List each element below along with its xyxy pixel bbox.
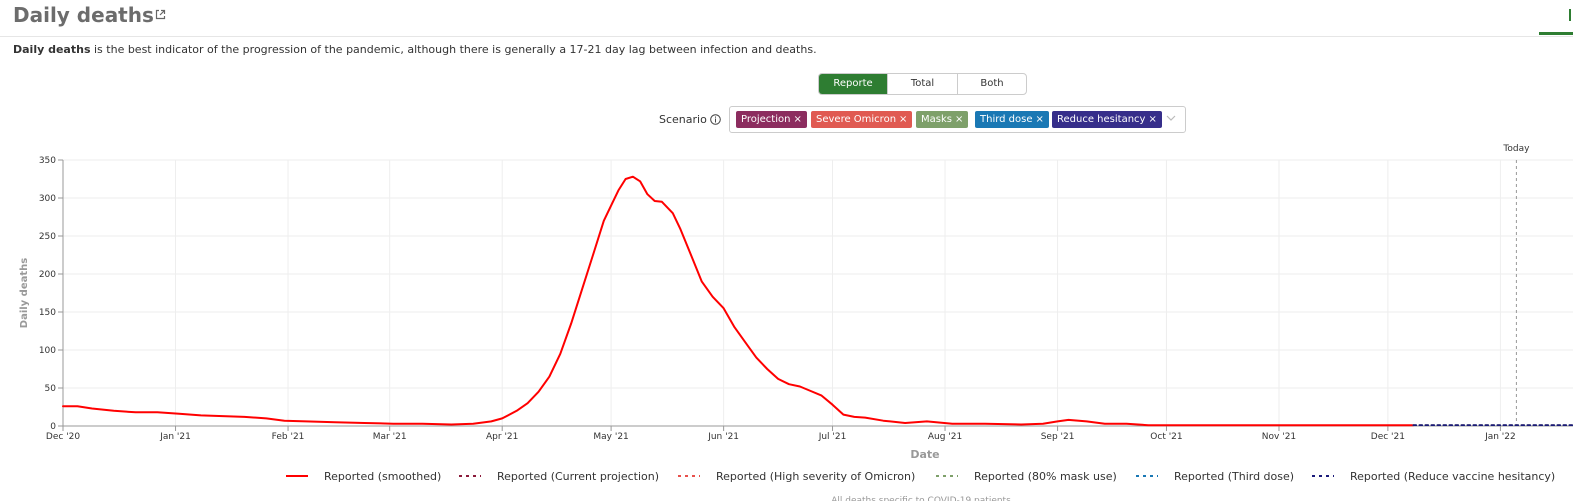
- toggle-both[interactable]: Both: [957, 74, 1026, 94]
- toggle-total[interactable]: Total: [887, 74, 957, 94]
- toggle-reported[interactable]: Reporte: [819, 74, 887, 94]
- x-tick-label: Aug '21: [928, 432, 962, 442]
- x-tick-label: Apr '21: [486, 432, 518, 442]
- scenario-select[interactable]: Projection × Severe Omicron × Masks × Third…: [729, 106, 1186, 133]
- legend-label: Reported (80% mask use): [974, 470, 1117, 483]
- external-link-icon[interactable]: [155, 9, 166, 20]
- legend-label: Reported (Third dose): [1174, 470, 1294, 483]
- x-tick-label: Sep '21: [1041, 432, 1075, 442]
- series-line-0: [62, 175, 1415, 427]
- section-header: Daily deaths: [0, 0, 1573, 37]
- active-tab-underline: [1539, 32, 1573, 35]
- x-tick-label: Jan '22: [1484, 432, 1516, 442]
- tab-indicator-glyph[interactable]: [1569, 9, 1571, 21]
- x-tick-label: May '21: [593, 432, 628, 442]
- y-axis-label: Daily deaths: [19, 258, 30, 328]
- y-tick-label: 200: [39, 270, 56, 280]
- x-tick-label: Feb '21: [272, 432, 305, 442]
- legend-label: Reported (Current projection): [497, 470, 659, 483]
- y-tick-label: 50: [45, 384, 57, 394]
- x-tick-label: Jan '21: [159, 432, 191, 442]
- page-title: Daily deaths: [13, 3, 154, 27]
- x-tick-label: Jul '21: [818, 432, 847, 442]
- description-text: is the best indicator of the progression…: [90, 43, 817, 56]
- x-tick-label: Dec '20: [46, 432, 80, 442]
- y-tick-label: 250: [39, 232, 56, 242]
- x-tick-label: Mar '21: [373, 432, 407, 442]
- remove-icon[interactable]: ×: [1148, 114, 1157, 125]
- y-tick-label: 150: [39, 308, 56, 318]
- remove-icon[interactable]: ×: [793, 114, 802, 125]
- chevron-down-icon[interactable]: [1166, 115, 1176, 122]
- scenario-label: Scenario: [659, 113, 707, 126]
- description-bold: Daily deaths: [13, 43, 91, 56]
- chip-masks[interactable]: Masks ×: [916, 111, 969, 128]
- legend-label: Reported (Reduce vaccine hesitancy): [1350, 470, 1555, 483]
- remove-icon[interactable]: ×: [954, 114, 964, 125]
- y-tick-label: 350: [39, 156, 56, 166]
- chip-severe-omicron[interactable]: Severe Omicron ×: [811, 111, 913, 128]
- x-tick-label: Oct '21: [1150, 432, 1182, 442]
- remove-icon[interactable]: ×: [1035, 114, 1044, 125]
- y-tick-label: 300: [39, 194, 56, 204]
- chip-projection[interactable]: Projection ×: [736, 111, 807, 128]
- chip-label: Severe Omicron: [816, 114, 897, 125]
- x-axis-label: Date: [910, 448, 939, 461]
- x-tick-label: Nov '21: [1262, 432, 1296, 442]
- remove-icon[interactable]: ×: [899, 114, 908, 125]
- chip-label: Projection: [741, 114, 791, 125]
- chip-label: Masks: [921, 114, 952, 125]
- description: Daily deaths is the best indicator of th…: [13, 43, 817, 56]
- y-tick-label: 100: [39, 346, 56, 356]
- x-tick-label: Jun '21: [707, 432, 739, 442]
- y-tick-label: 0: [50, 422, 56, 432]
- view-toggle: Reporte Total Both: [818, 73, 1027, 95]
- legend-label: Reported (smoothed): [324, 470, 441, 483]
- info-icon[interactable]: [710, 114, 721, 125]
- footnote: All deaths specific to COVID-19 patients: [831, 496, 1011, 501]
- today-label: Today: [1502, 144, 1530, 154]
- chip-label: Third dose: [980, 114, 1033, 125]
- chip-third-dose[interactable]: Third dose ×: [975, 111, 1049, 128]
- chip-reduce-hesitancy[interactable]: Reduce hesitancy ×: [1052, 111, 1162, 128]
- legend-label: Reported (High severity of Omicron): [716, 470, 915, 483]
- x-tick-label: Dec '21: [1371, 432, 1405, 442]
- chip-label: Reduce hesitancy: [1057, 114, 1146, 125]
